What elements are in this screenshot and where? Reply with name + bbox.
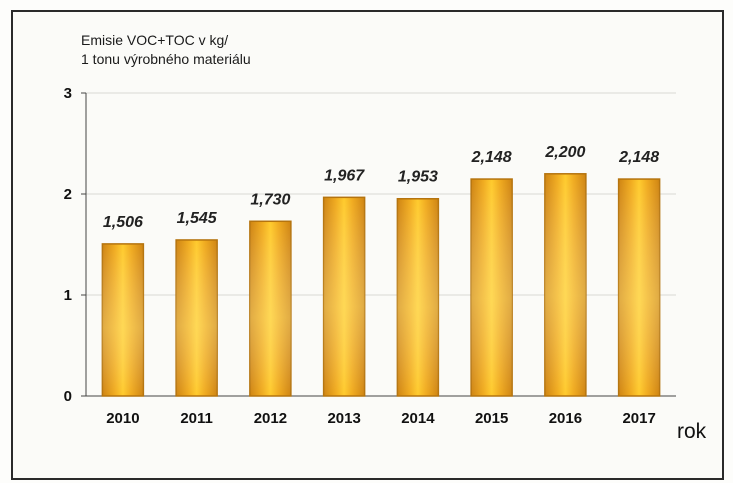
bar-2016: [544, 173, 587, 397]
data-label-2010: 1,506: [103, 214, 143, 231]
bar-2015: [470, 178, 513, 397]
x-tick-label-2013: 2013: [327, 410, 360, 427]
bar-glow-2016: [544, 173, 586, 396]
bar-2013: [322, 196, 366, 397]
x-tick-label-2011: 2011: [180, 410, 213, 427]
bars: [101, 173, 661, 397]
bar-glow-2014: [397, 198, 439, 396]
x-tick-label-2016: 2016: [549, 410, 582, 427]
gridlines: [86, 92, 676, 296]
x-axis-title: rok: [677, 420, 707, 443]
x-tick-label-2010: 2010: [106, 410, 139, 427]
bar-2014: [396, 197, 440, 397]
x-tick-label-2017: 2017: [622, 410, 655, 427]
data-label-2016: 2,200: [544, 144, 585, 161]
y-tick-label-3: 3: [64, 85, 72, 102]
y-axis-title-line-1: Emisie VOC+TOC v kg/: [81, 32, 229, 48]
y-axis-title: Emisie VOC+TOC v kg/ 1 tonu výrobného ma…: [81, 31, 251, 69]
bar-2011: [175, 239, 218, 397]
x-tick-label-2014: 2014: [401, 410, 435, 427]
data-label-2014: 1,953: [398, 169, 438, 186]
data-label-2015: 2,148: [471, 149, 512, 166]
y-axis-title-line-2: 1 tonu výrobného materiálu: [81, 51, 251, 67]
data-label-2017: 2,148: [618, 149, 659, 166]
bar-glow-2012: [249, 221, 291, 396]
x-tick-label-2012: 2012: [254, 410, 287, 427]
bar-2012: [249, 220, 292, 397]
bar-glow-2015: [471, 179, 513, 396]
x-tick-label-2015: 2015: [475, 410, 508, 427]
bar-glow-2017: [618, 179, 660, 396]
bar-glow-2013: [323, 197, 365, 396]
data-label-2013: 1,967: [324, 167, 365, 184]
data-label-2012: 1,730: [250, 191, 290, 208]
y-tick-label-2: 2: [64, 186, 72, 203]
data-label-2011: 1,545: [177, 210, 218, 227]
bar-2017: [617, 178, 661, 397]
y-tick-label-0: 0: [64, 388, 72, 405]
y-tick-label-1: 1: [64, 287, 72, 304]
labels: 0 1 2 3 1,506 2010 1,545 2011 1,730 2012 1,967 2013…: [64, 85, 707, 443]
bar-2010: [101, 243, 145, 397]
axes: [81, 92, 676, 397]
bar-glow-2010: [102, 243, 144, 396]
bar-glow-2011: [176, 239, 218, 396]
